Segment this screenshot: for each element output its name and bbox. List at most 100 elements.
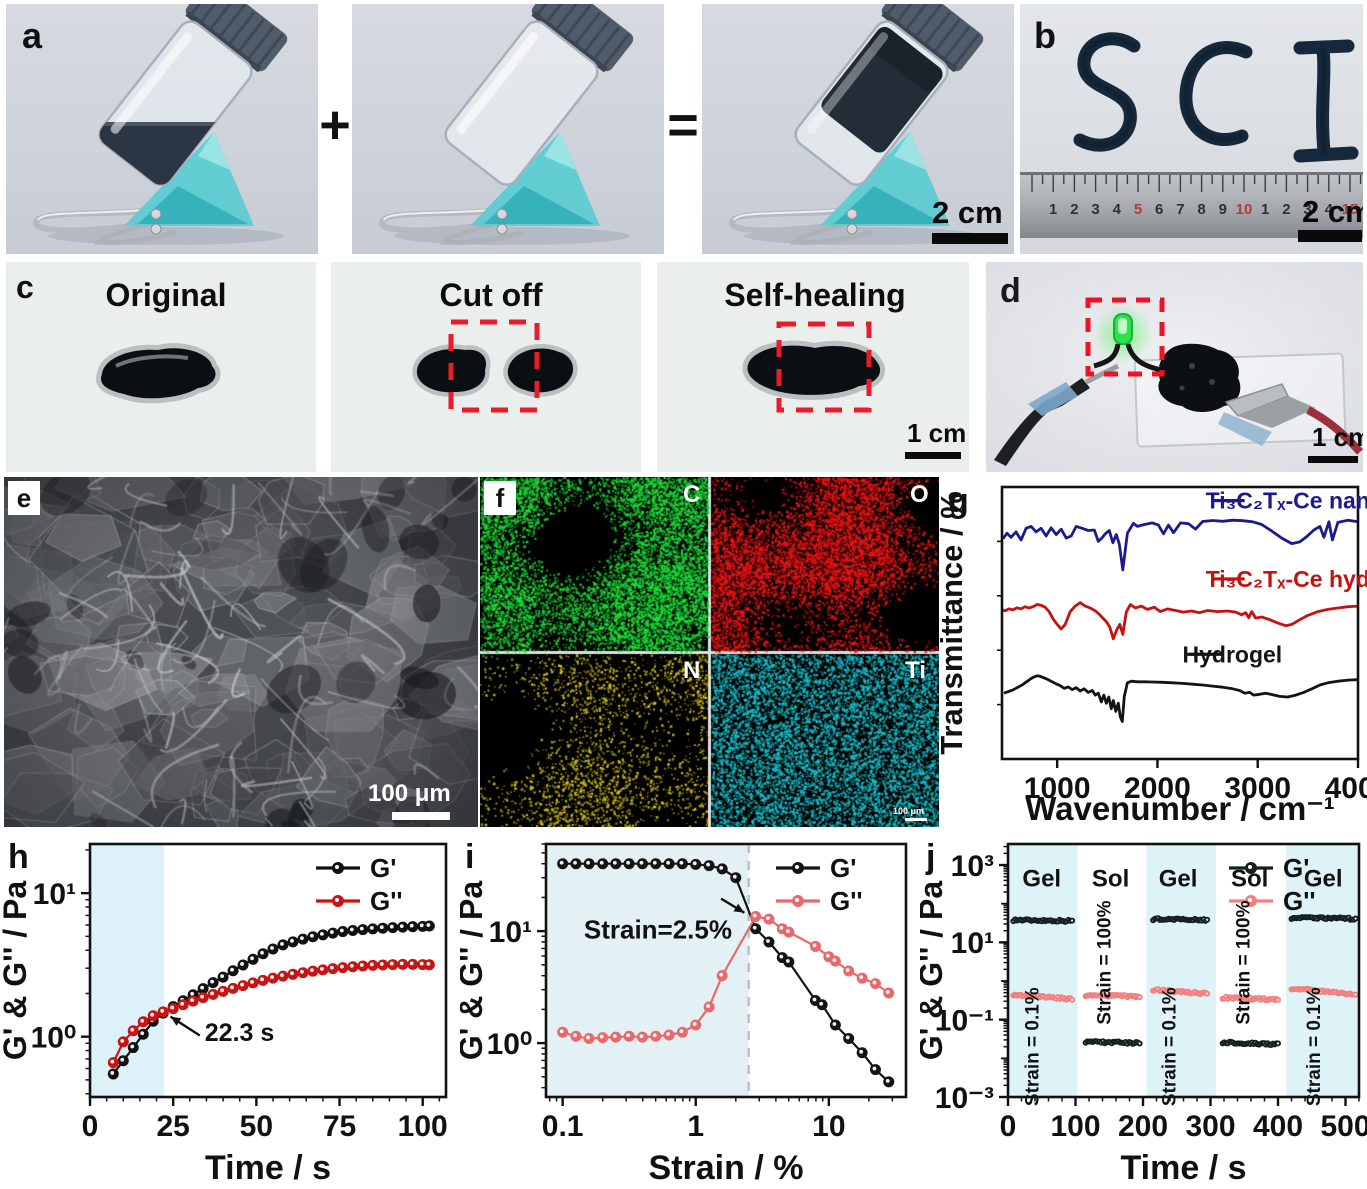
cut-highlight-box [448,319,540,413]
svg-text:50: 50 [240,1110,273,1143]
eds-elemental-maps [480,477,939,827]
svg-text:3: 3 [1303,201,1311,218]
panel-letter-f: f [484,481,516,515]
eds-scale-label: 100 μm [893,806,925,816]
svg-text:G'': G'' [830,886,863,916]
svg-text:Gel: Gel [1304,865,1343,892]
gel-blob-right [507,348,574,393]
eds-scale-bar [905,818,927,821]
panel-letter-d: d [1000,272,1021,310]
svg-text:6: 6 [1155,201,1163,218]
eds-element-o: O [910,481,929,508]
svg-text:G'': G'' [1283,886,1316,916]
equals-operator: = [667,95,699,155]
svg-text:3000: 3000 [1224,772,1291,805]
panel-letter-c: c [16,269,34,305]
strain-sweep-chart: 0.1 1 10 10⁰ 10¹ Strain / % G' & G'' / Pa G'G''… [453,832,918,1189]
svg-text:10¹: 10¹ [951,927,994,960]
svg-text:4000: 4000 [1325,772,1367,805]
binder-clip-handle-2 [93,215,177,245]
svg-text:Strain = 0.1%: Strain = 0.1% [1159,987,1180,1106]
eds-element-n: N [683,657,701,684]
caption-cut-off: Cut off [439,277,542,313]
svg-text:300: 300 [1185,1110,1235,1143]
eds-element-c: C [683,481,701,508]
photo-gel-cut-off: Cut off [331,262,641,477]
scale-bar [905,452,961,459]
svg-text:Strain = 100%: Strain = 100% [1234,900,1255,1024]
svg-text:Strain = 0.1%: Strain = 0.1% [1304,987,1325,1106]
photo-printed-sci-letters: 1 2 3 4 5 6 7 8 9 10 1 2 3 4 15 b 2 cm [1020,4,1367,259]
svg-text:500: 500 [1320,1110,1367,1143]
svg-text:1: 1 [1049,201,1057,218]
svg-text:Hydrogel: Hydrogel [1183,641,1283,667]
svg-text:Strain / %: Strain / % [649,1149,804,1187]
svg-text:Strain = 0.1%: Strain = 0.1% [1022,987,1043,1106]
svg-text:2: 2 [1282,201,1290,218]
svg-text:Wavenumber / cm⁻¹: Wavenumber / cm⁻¹ [1025,790,1335,827]
svg-text:15: 15 [1342,201,1359,218]
svg-text:Ti₃C₂Tₓ-Ce nanosheets: Ti₃C₂Tₓ-Ce nanosheets [1206,488,1367,514]
left-clip-sleeve [1028,382,1078,416]
ruler-numbers: 1 2 3 4 5 6 7 8 9 10 1 2 3 4 15 [1049,201,1358,218]
scale-bar [932,233,1008,244]
svg-text:1: 1 [687,1110,704,1143]
svg-text:Time / s: Time / s [205,1149,331,1187]
svg-text:G' & G'' / Pa: G' & G'' / Pa [920,881,949,1061]
svg-text:2000: 2000 [1124,772,1191,805]
svg-text:G' & G'' / Pa: G' & G'' / Pa [460,881,489,1061]
svg-text:G': G' [830,853,856,883]
svg-text:10: 10 [1236,201,1253,218]
photo-vial-crosslinker-solution [352,0,664,259]
sem-scale-bar [392,812,450,820]
svg-text:Strain = 100%: Strain = 100% [1095,900,1116,1024]
photo-gel-self-healing: Self-healing 1 cm [657,262,969,477]
healed-highlight-box [776,321,872,413]
svg-text:10⁻¹: 10⁻¹ [935,1004,994,1037]
red-wire [1306,406,1363,455]
svg-text:10⁻³: 10⁻³ [935,1082,994,1115]
svg-text:10¹: 10¹ [33,878,76,911]
thixotropy-cycles-chart: 0 100 200 300 400 500 10⁻³ 10⁻¹ 10¹ 10³ Time / s G'… [913,832,1367,1189]
photo-vial-hydrogel-inverted: 2 cm [702,0,1014,259]
svg-text:3: 3 [1091,201,1099,218]
svg-text:G': G' [370,853,396,883]
svg-text:10¹: 10¹ [489,916,532,949]
svg-text:Strain=2.5%: Strain=2.5% [584,914,732,944]
scale-bar-label: 1 cm [907,418,966,448]
svg-text:1000: 1000 [1024,772,1091,805]
svg-text:75: 75 [323,1110,356,1143]
svg-text:1: 1 [1261,201,1269,218]
svg-text:9: 9 [1219,201,1227,218]
plus-operator: + [319,95,351,155]
svg-text:100: 100 [398,1110,448,1143]
sem-micrograph [4,477,478,827]
panel-letter-h: h [8,838,29,876]
svg-text:7: 7 [1176,201,1184,218]
right-clip-sleeve [1218,412,1272,446]
panel-letter-j: j [926,838,936,876]
svg-text:5: 5 [1134,201,1142,218]
scale-bar-label: 1 cm [1312,422,1363,452]
svg-text:8: 8 [1197,201,1205,218]
svg-text:Sol: Sol [1231,865,1268,892]
svg-text:4: 4 [1113,201,1122,218]
panel-letter-a: a [22,15,43,56]
hydrogel-on-slide [1158,343,1241,412]
svg-text:0: 0 [82,1110,99,1143]
svg-text:Transmittance / %: Transmittance / % [940,491,969,755]
caption-self-healing: Self-healing [724,277,905,313]
photo-gel-original: c Original [6,262,316,477]
svg-text:0.1: 0.1 [542,1110,584,1143]
photo-vial-mxene-dispersion: a [6,0,318,259]
scale-bar-label: 2 cm [1302,194,1363,229]
svg-text:Gel: Gel [1159,865,1198,892]
svg-text:0: 0 [1000,1110,1017,1143]
svg-text:Sol: Sol [1092,865,1129,892]
svg-text:25: 25 [156,1110,189,1143]
svg-text:400: 400 [1253,1110,1303,1143]
led-highlight-box [1085,297,1165,377]
svg-text:10⁰: 10⁰ [487,1028,532,1061]
